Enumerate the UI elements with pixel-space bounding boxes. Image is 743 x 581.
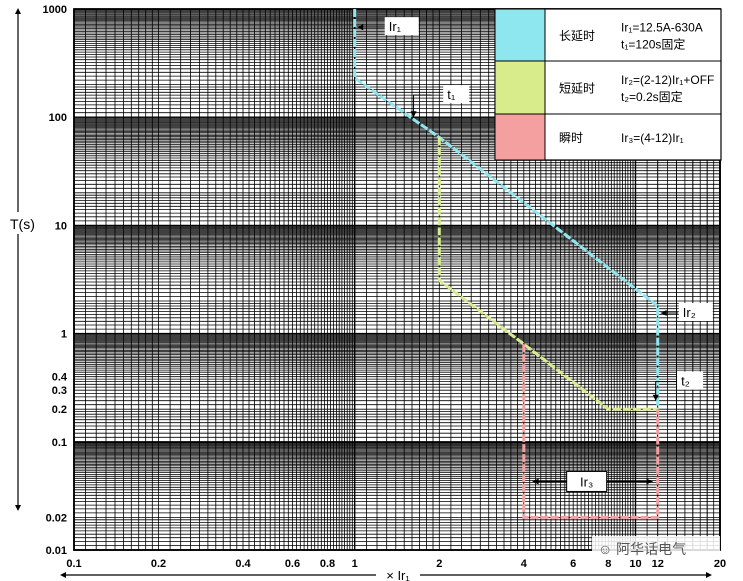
plot-frame: [73, 8, 721, 551]
annotation-t2-bg: [677, 371, 704, 390]
x-tick-label: 20: [714, 558, 726, 570]
annotation-ir2-label: Ir₂: [683, 305, 696, 320]
annotation-ir1-label: Ir₁: [389, 19, 402, 34]
x-axis-label-bg: [376, 567, 420, 581]
x-tick-label: 2: [436, 558, 442, 570]
x-tick-label: 8: [605, 558, 611, 570]
annotation-ir2-arrow: [660, 310, 667, 316]
legend-spec-0-0: Ir₁=12.5A-630A: [621, 21, 703, 35]
annotations: Ir₁ t₁ Ir₂ t₂ Ir₃: [357, 17, 713, 492]
legend-spec-1-0: Ir₂=(2-12)Ir₁+OFF: [621, 73, 714, 87]
x-axis-arrow-right: [706, 572, 712, 578]
annotation-t2-arrow: [652, 394, 659, 401]
annotation-t2-leader: [655, 381, 678, 401]
annotation-t1-label: t₁: [447, 87, 456, 102]
annotation-ir1-arrow: [357, 24, 364, 31]
legend-label-1: 短延时: [559, 82, 595, 96]
x-tick-label: 0.2: [151, 558, 166, 570]
legend-spec-2-0: Ir₃=(4-12)Ir₁: [621, 131, 684, 145]
watermark-text: ☺ 阿华话电气: [598, 541, 686, 557]
y-tick-label: 100: [49, 112, 67, 124]
axes: T(s) × Ir₁: [6, 8, 712, 581]
y-tick-label: 0.4: [52, 372, 68, 384]
y-tick-label: 1: [61, 329, 67, 341]
y-tick-label: 0.3: [52, 385, 67, 397]
legend-swatch-0: [494, 8, 546, 62]
annotation-t1-leader: [413, 94, 432, 118]
grid: [73, 9, 721, 551]
watermark: ☺ 阿华话电气: [592, 536, 720, 560]
x-tick-label: 0.4: [235, 558, 251, 570]
y-tick-label: 0.02: [46, 512, 67, 524]
y-tick-label: 10: [55, 220, 67, 232]
series-line-2: [522, 344, 660, 519]
tick-labels: 0.1 0.2 0.4 0.6 0.8 1 2 4 6 8 10 12 2010001001010.40…: [43, 4, 727, 570]
x-tick-label: 1: [352, 558, 358, 570]
annotation-t1-arrow: [410, 111, 417, 118]
x-axis-label: × Ir₁: [386, 568, 410, 581]
series-line-1: [437, 137, 658, 411]
legend-spec-0-1: t₁=120s固定: [621, 37, 685, 52]
annotation-t2-label: t₂: [681, 374, 690, 389]
plot-border: [73, 8, 721, 551]
series-group: [353, 8, 660, 519]
x-tick-label: 6: [570, 558, 576, 570]
y-axis-label: T(s): [10, 216, 35, 232]
x-tick-label: 0.8: [320, 558, 335, 570]
annotation-ir3-right-arrow: [646, 478, 653, 485]
annotation-ir3-label: Ir₃: [580, 474, 593, 489]
annotation-t1-bg: [443, 85, 470, 104]
x-tick-label: 12: [652, 558, 664, 570]
annotation-ir3-left-arrow: [532, 478, 539, 485]
y-axis-label-bg: [6, 212, 46, 234]
x-tick-label: 0.6: [285, 558, 300, 570]
y-tick-label: 0.2: [52, 404, 67, 416]
y-tick-label: 1000: [43, 4, 67, 16]
annotation-ir1-bg: [384, 17, 419, 36]
legend-swatch-2: [494, 113, 546, 161]
x-tick-label: 10: [629, 558, 641, 570]
x-axis-arrow-left: [60, 572, 66, 578]
watermark-bg: [592, 536, 720, 560]
y-axis-arrow-bottom: [15, 505, 21, 511]
x-tick-label: 4: [521, 558, 528, 570]
y-tick-label: 0.01: [46, 545, 67, 557]
y-axis-arrow-top: [15, 8, 21, 14]
legend-label-0: 长延时: [559, 29, 595, 43]
legend-spec-1-1: t₂=0.2s固定: [621, 89, 683, 104]
x-tick-label: 0.1: [66, 558, 81, 570]
legend-label-2: 瞬时: [559, 131, 583, 145]
y-tick-label: 0.1: [52, 437, 67, 449]
annotation-ir2-bg: [678, 303, 713, 322]
legend-swatch-1: [494, 60, 546, 115]
